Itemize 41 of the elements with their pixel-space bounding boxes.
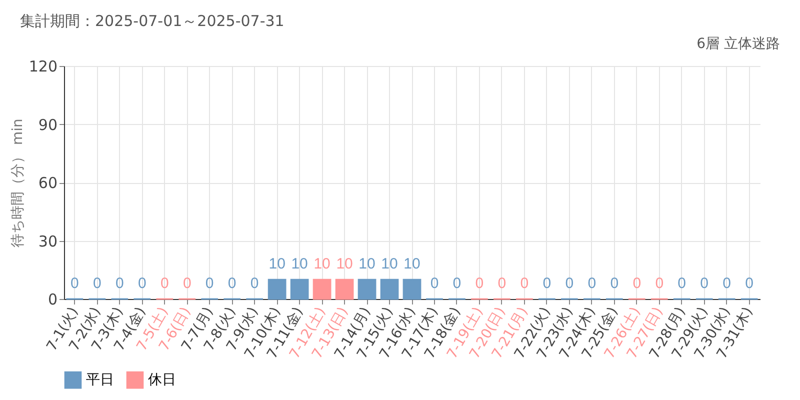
data-label: 0 xyxy=(745,275,754,292)
data-label: 0 xyxy=(93,275,102,292)
data-label: 10 xyxy=(314,256,330,273)
legend-label: 平日 xyxy=(86,372,114,388)
data-label: 10 xyxy=(336,256,353,273)
data-label: 10 xyxy=(358,256,376,273)
data-label: 10 xyxy=(381,256,398,273)
data-label: 0 xyxy=(182,275,192,292)
data-label: 10 xyxy=(268,256,286,273)
y-tick-label: 60 xyxy=(38,174,58,192)
data-label: 0 xyxy=(632,275,642,292)
data-label: 0 xyxy=(700,275,709,292)
y-tick-label: 120 xyxy=(28,58,58,76)
data-label: 0 xyxy=(520,275,529,292)
data-label: 0 xyxy=(565,275,574,292)
data-label: 0 xyxy=(115,275,124,292)
data-label: 10 xyxy=(404,256,420,273)
data-label: 0 xyxy=(430,275,439,292)
data-label: 0 xyxy=(160,275,169,292)
data-label: 0 xyxy=(542,275,552,292)
data-label: 0 xyxy=(610,275,619,292)
data-label: 0 xyxy=(70,275,79,292)
data-label: 0 xyxy=(452,275,462,292)
data-label: 10 xyxy=(291,256,308,273)
y-tick-label: 90 xyxy=(38,116,58,134)
data-label: 0 xyxy=(588,275,596,292)
y-axis-title: 待ち時間（分） min xyxy=(10,118,26,248)
y-tick-label: 0 xyxy=(48,290,58,308)
y-tick-label: 30 xyxy=(38,232,58,250)
data-label: 0 xyxy=(722,275,731,292)
data-label: 0 xyxy=(678,275,686,292)
legend-label: 休日 xyxy=(148,372,176,388)
data-label: 0 xyxy=(250,275,259,292)
data-label: 0 xyxy=(138,275,146,292)
data-label: 0 xyxy=(228,275,236,292)
data-label: 0 xyxy=(498,275,506,292)
data-label: 0 xyxy=(475,275,484,292)
data-label: 0 xyxy=(205,275,214,292)
data-label: 0 xyxy=(655,275,664,292)
chart-subtitle: 6層 立体迷路 xyxy=(696,36,780,52)
chart-title: 集計期間：2025-07-01～2025-07-31 xyxy=(20,12,284,31)
